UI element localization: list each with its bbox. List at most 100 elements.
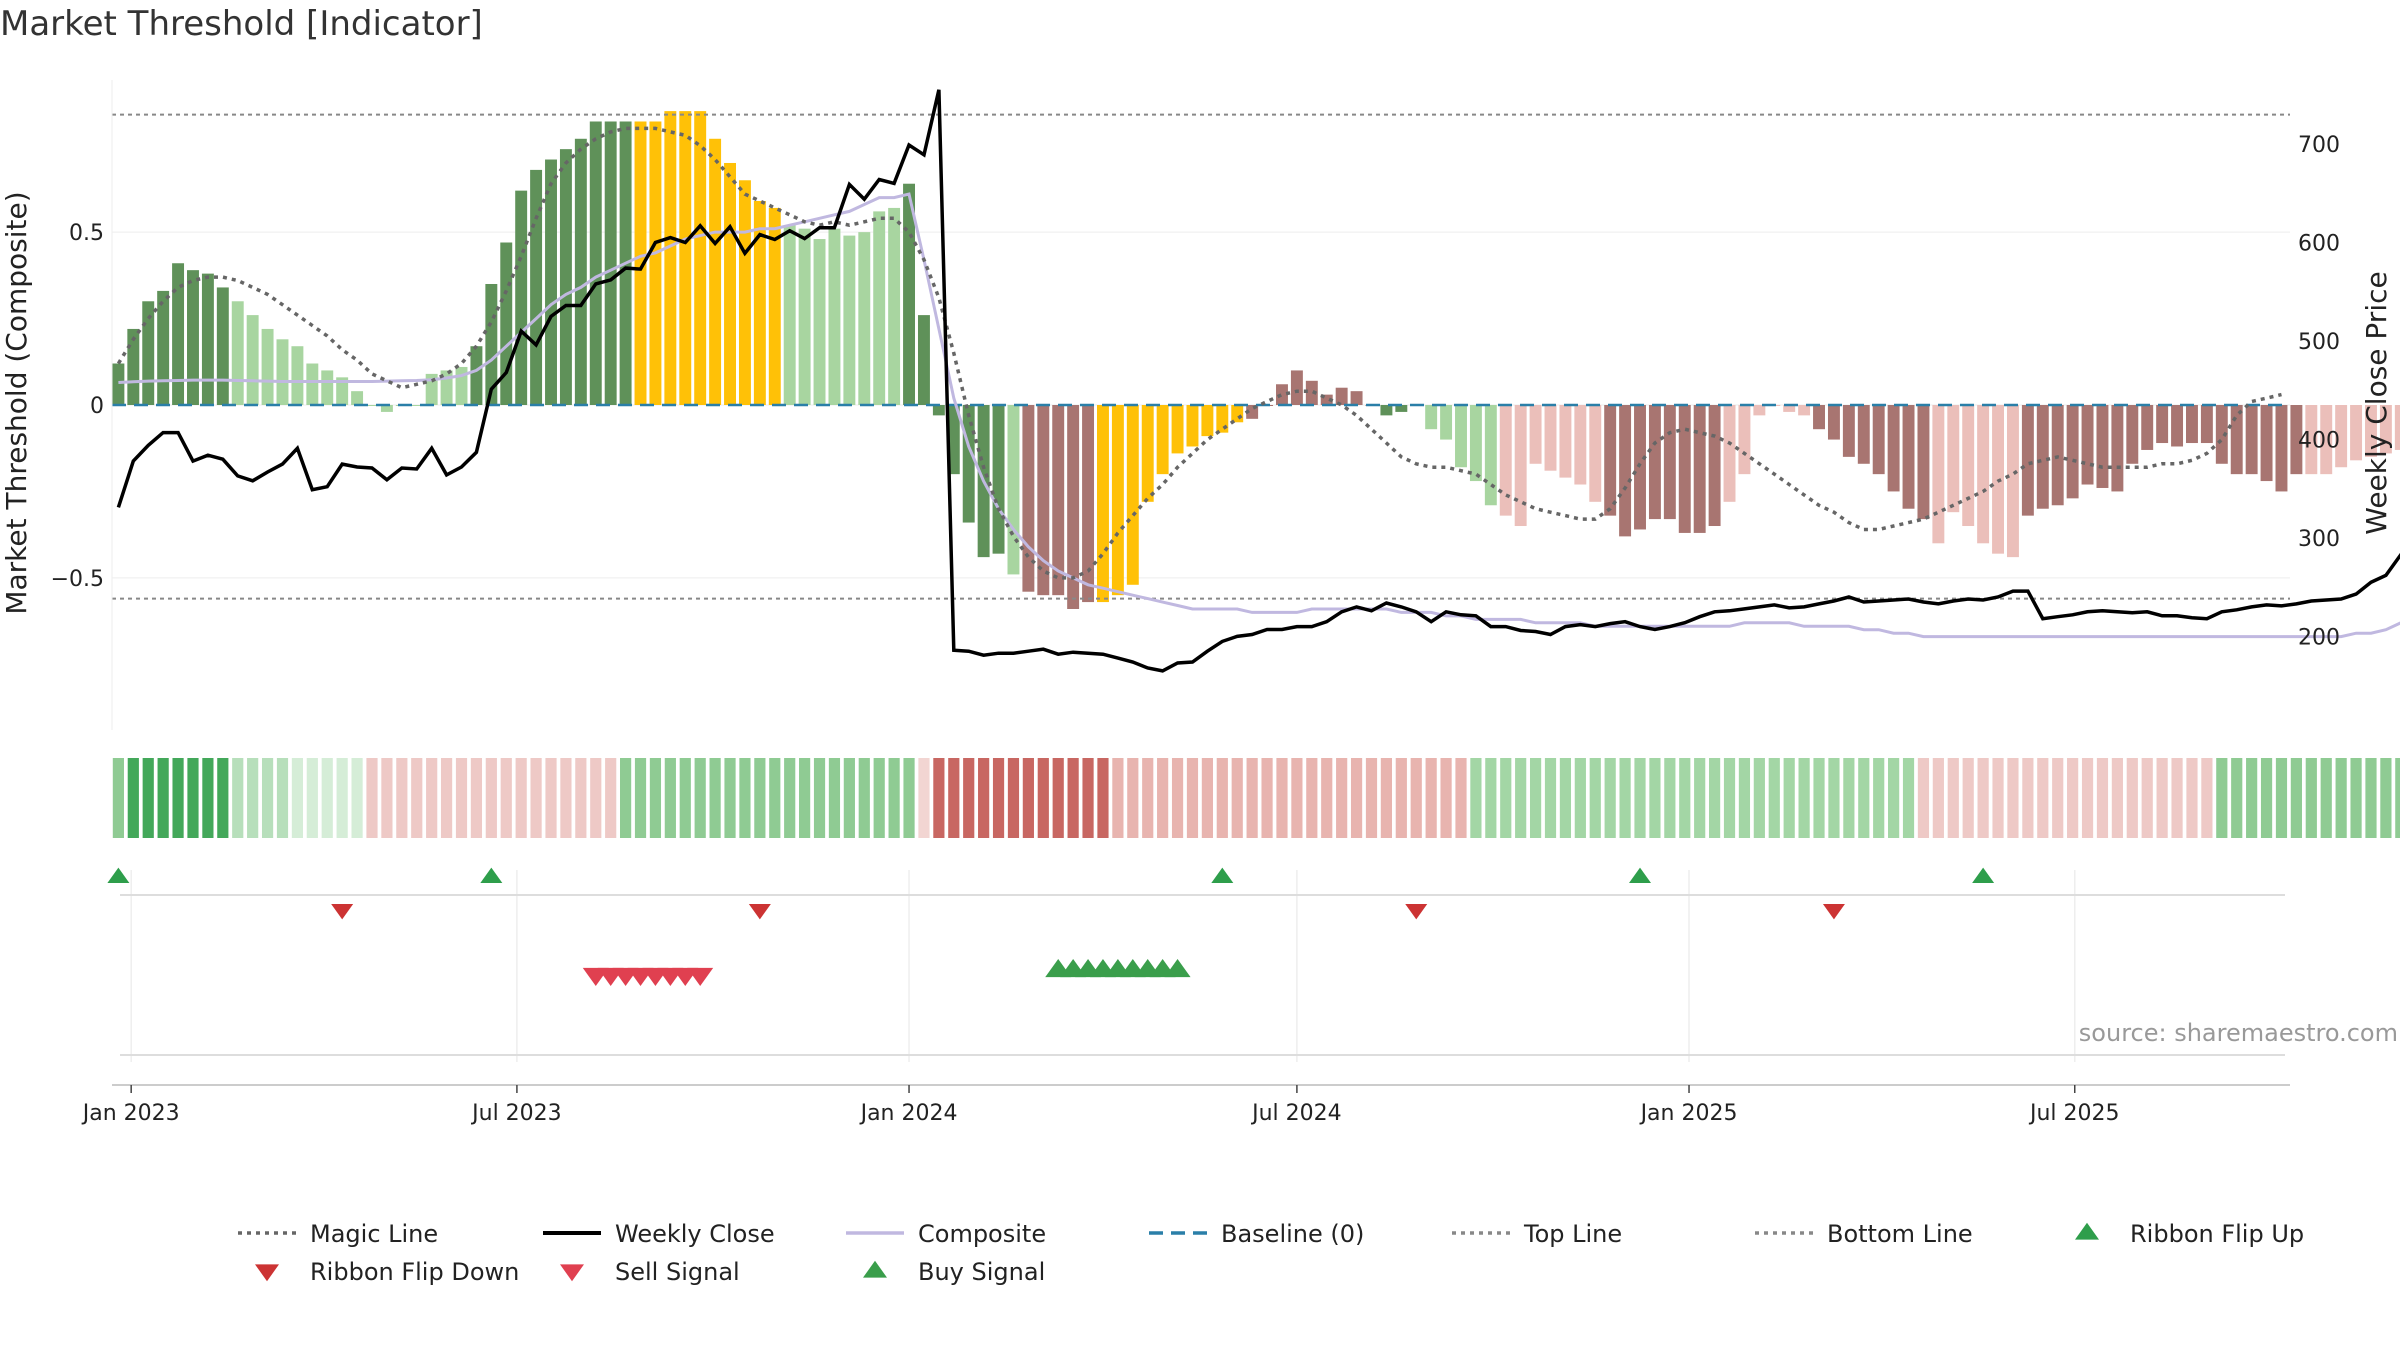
ribbon-cell [1291, 758, 1303, 838]
ribbon-cell [1977, 758, 1989, 838]
ribbon-cell [2007, 758, 2019, 838]
ribbon-cell [1231, 758, 1243, 838]
composite-bar [276, 339, 289, 405]
y-left-tick-label: 0.5 [69, 221, 104, 246]
x-tick-label: Jul 2025 [2028, 1101, 2120, 1126]
legend-item: Bottom Line [1755, 1220, 1973, 1248]
composite-bar [947, 405, 960, 475]
composite-bar [380, 405, 393, 412]
composite-bar [1111, 405, 1124, 596]
ribbon-cell [142, 758, 154, 838]
ribbon-cell [754, 758, 766, 838]
composite-line [118, 192, 2400, 639]
ribbon-cell [2365, 758, 2377, 838]
ribbon-cell [1619, 758, 1631, 838]
composite-bar [2215, 405, 2228, 464]
ribbon-cell [232, 758, 244, 838]
composite-bar [410, 405, 423, 406]
ribbon-cell [1738, 758, 1751, 838]
composite-bar [634, 121, 647, 405]
ribbon-cell [172, 758, 184, 838]
ribbon-cell [306, 758, 318, 838]
composite-bar [1902, 405, 1915, 509]
ribbon-cell [1380, 758, 1393, 838]
composite-bar [112, 363, 125, 405]
ribbon-cell [694, 758, 706, 838]
ribbon-cell [813, 758, 826, 838]
composite-bar [1977, 405, 1990, 544]
x-tick-label: Jul 2024 [1250, 1101, 1342, 1126]
ribbon-flip-up-marker [1211, 867, 1234, 884]
composite-bar [2275, 405, 2288, 492]
ribbon-cell [411, 758, 423, 838]
ribbon-cell [1783, 758, 1795, 838]
composite-bar [1216, 405, 1229, 433]
composite-bar [1634, 405, 1646, 530]
ribbon-cell [1753, 758, 1765, 838]
x-tick-label: Jan 2023 [81, 1101, 180, 1126]
ribbon-cell [2156, 758, 2168, 838]
composite-bar [1917, 405, 1930, 520]
sell-signal-marker [687, 967, 714, 987]
ribbon-cell [799, 758, 811, 838]
composite-bar [903, 183, 916, 405]
ribbon-cell [2290, 758, 2302, 838]
ribbon-cell [1037, 758, 1049, 838]
composite-bar [187, 270, 199, 405]
composite-bar [336, 377, 349, 405]
buy-signal-marker [1164, 958, 1191, 978]
ribbon-cell [1082, 758, 1094, 838]
composite-bar [1335, 387, 1348, 405]
composite-bar [2006, 405, 2019, 558]
ribbon-cell [1544, 758, 1557, 838]
ribbon-cell [1917, 758, 1930, 838]
composite-bar [1932, 405, 1945, 544]
ribbon-cell [2037, 758, 2049, 838]
ribbon-cell [291, 758, 304, 838]
composite-bar [2245, 405, 2258, 475]
ribbon-cell [202, 758, 214, 838]
ribbon-cell [1395, 758, 1407, 838]
ribbon-cell [769, 758, 781, 838]
y-right-tick-label: 200 [2298, 625, 2340, 650]
composite-bar [2335, 405, 2348, 468]
ribbon-cell [1261, 758, 1273, 838]
y-right-tick-label: 700 [2298, 133, 2340, 158]
ribbon-cell [1127, 758, 1139, 838]
composite-bar [1097, 405, 1109, 603]
composite-bar [485, 283, 498, 405]
ribbon-cell [590, 758, 602, 838]
legend-label: Top Line [1523, 1220, 1622, 1248]
ribbon-cell [709, 758, 721, 838]
ribbon-cell [1574, 758, 1586, 838]
ribbon-cell [1828, 758, 1840, 838]
composite-bar [1469, 405, 1482, 482]
x-tick-label: Jul 2023 [470, 1101, 562, 1126]
source-credit: source: sharemaestro.com [2079, 1019, 2398, 1047]
composite-bar [2394, 405, 2400, 450]
ribbon-flip-down-marker [331, 903, 354, 920]
ribbon-cell [2052, 758, 2064, 838]
ribbon-cell [992, 758, 1005, 838]
ribbon-cell [1052, 758, 1064, 838]
ribbon-cell [1634, 758, 1646, 838]
composite-bar [1648, 405, 1661, 520]
composite-bar [2365, 405, 2377, 457]
ribbon-cell [2320, 758, 2332, 838]
ribbon-cell [2216, 758, 2228, 838]
ribbon-cell [1559, 758, 1572, 838]
composite-bar [351, 391, 364, 405]
ribbon-cell [1321, 758, 1333, 838]
composite-bar [216, 287, 229, 405]
ribbon-cell [1664, 758, 1676, 838]
ribbon-cell [1694, 758, 1706, 838]
ribbon-cell [2305, 758, 2317, 838]
composite-bar [962, 405, 975, 523]
composite-bar [2186, 405, 2198, 444]
ribbon-cell [1470, 758, 1482, 838]
ribbon-cell [1843, 758, 1855, 838]
composite-bar [1827, 405, 1840, 440]
composite-bar [1857, 405, 1870, 464]
ribbon-cell [1022, 758, 1034, 838]
composite-bar [1678, 405, 1691, 533]
